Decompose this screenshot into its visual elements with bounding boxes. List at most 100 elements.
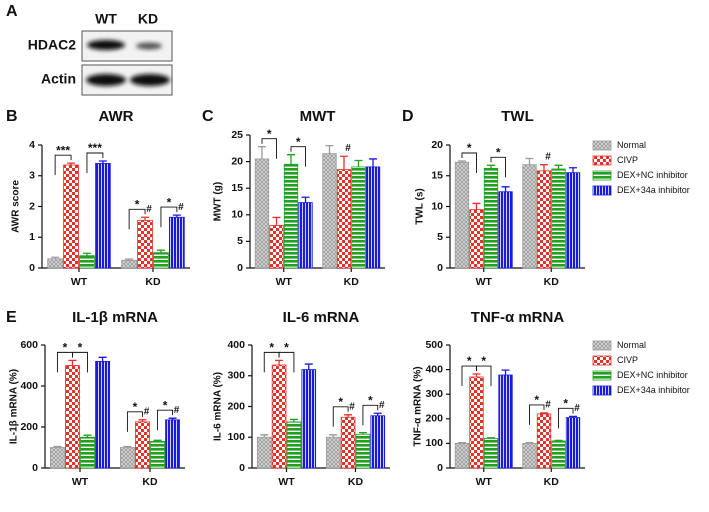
significance-marker: # xyxy=(349,401,355,412)
error-bar xyxy=(301,196,310,203)
panel-letter: A xyxy=(6,3,18,20)
significance-bracket xyxy=(72,351,88,373)
error-bar xyxy=(82,252,91,256)
significance-label: *** xyxy=(88,141,102,155)
bar xyxy=(95,360,111,469)
chart-title: TWL xyxy=(501,108,533,125)
bar xyxy=(365,166,381,269)
significance-label: * xyxy=(338,395,343,409)
error-bar xyxy=(325,144,334,154)
error-bar xyxy=(569,167,578,173)
y-tick-label: 200 xyxy=(20,421,38,433)
band xyxy=(130,74,170,86)
y-tick-label: 25 xyxy=(231,129,243,141)
chart-title: TNF-α mRNA xyxy=(471,309,565,326)
legend-swatch xyxy=(592,170,612,181)
significance-label: * xyxy=(267,127,272,141)
error-bar xyxy=(98,356,107,362)
chart-title: AWR xyxy=(99,108,134,125)
bar xyxy=(271,364,287,469)
row-label: HDAC2 xyxy=(28,37,76,53)
bar xyxy=(498,191,513,269)
bar xyxy=(536,170,552,269)
x-tick-label: KD xyxy=(544,476,560,488)
error-bar xyxy=(287,154,296,165)
y-axis-label: TWL (s) xyxy=(415,188,426,224)
error-bar xyxy=(257,146,266,159)
y-tick-label: 10 xyxy=(231,209,243,221)
significance-bracket xyxy=(160,206,178,228)
bar xyxy=(469,376,484,469)
band xyxy=(87,40,125,50)
error-bar xyxy=(457,160,466,163)
significance-bracket xyxy=(126,411,143,432)
significance-marker: # xyxy=(146,204,152,215)
y-tick-label: 400 xyxy=(425,363,443,375)
chart-title: IL-1β mRNA xyxy=(72,309,158,326)
error-bar xyxy=(525,157,534,165)
error-bar xyxy=(68,359,77,366)
y-tick-label: 15 xyxy=(431,170,443,182)
legend-swatch xyxy=(592,370,612,381)
y-tick-label: 0 xyxy=(437,262,443,274)
error-bar xyxy=(168,417,177,420)
y-tick-label: 500 xyxy=(425,339,443,351)
x-tick-label: WT xyxy=(476,276,493,288)
error-bar xyxy=(539,164,548,171)
legend-label: Normal xyxy=(617,340,646,350)
y-axis-label: AWR score xyxy=(11,180,22,233)
lane-label: WT xyxy=(95,11,117,27)
significance-marker: # xyxy=(144,406,150,417)
y-tick-label: 400 xyxy=(20,380,38,392)
bar xyxy=(340,416,356,469)
error-bar xyxy=(83,434,92,438)
error-bar xyxy=(369,158,378,167)
error-bar xyxy=(358,431,367,435)
bar xyxy=(137,219,153,269)
significance-bracket xyxy=(490,156,506,178)
bar xyxy=(165,419,181,469)
significance-bracket xyxy=(290,146,306,167)
significance-label: * xyxy=(284,341,289,355)
significance-marker: # xyxy=(345,143,351,154)
error-bar xyxy=(354,159,363,167)
bar xyxy=(565,417,581,469)
error-bar xyxy=(304,363,313,370)
significance-label: * xyxy=(167,195,172,209)
error-bar xyxy=(153,439,162,442)
significance-label: * xyxy=(467,141,472,155)
error-bar xyxy=(373,412,382,416)
error-bar xyxy=(125,258,134,261)
significance-bracket xyxy=(261,138,277,159)
x-tick-label: KD xyxy=(544,276,560,288)
error-bar xyxy=(487,164,496,169)
x-tick-label: KD xyxy=(145,276,161,288)
bar xyxy=(169,216,185,269)
bar xyxy=(150,440,165,469)
error-bar xyxy=(472,202,481,210)
significance-label: * xyxy=(467,354,472,368)
chart-title: MWT xyxy=(300,108,336,125)
significance-bracket xyxy=(278,351,295,373)
significance-label: *** xyxy=(56,143,70,157)
y-axis-label: IL-6 mRNA (%) xyxy=(213,372,224,441)
y-tick-label: 4 xyxy=(29,139,35,151)
significance-label: * xyxy=(496,145,501,159)
bar xyxy=(454,161,470,269)
panel-letter: D xyxy=(402,108,414,125)
row-label: Actin xyxy=(41,71,76,87)
y-tick-label: 3 xyxy=(29,170,35,182)
bar xyxy=(256,436,272,469)
error-bar xyxy=(344,414,353,418)
y-tick-label: 0 xyxy=(239,462,245,474)
legend-label: DEX+34a inhibitor xyxy=(617,385,690,395)
x-tick-label: WT xyxy=(72,476,89,488)
error-bar xyxy=(156,249,165,253)
significance-bracket xyxy=(461,152,477,173)
significance-label: * xyxy=(163,398,168,412)
significance-label: * xyxy=(563,397,568,411)
y-tick-label: 300 xyxy=(227,370,245,382)
x-tick-label: WT xyxy=(276,276,293,288)
blot-panel: A WT KD HDAC2 Actin xyxy=(6,3,173,96)
